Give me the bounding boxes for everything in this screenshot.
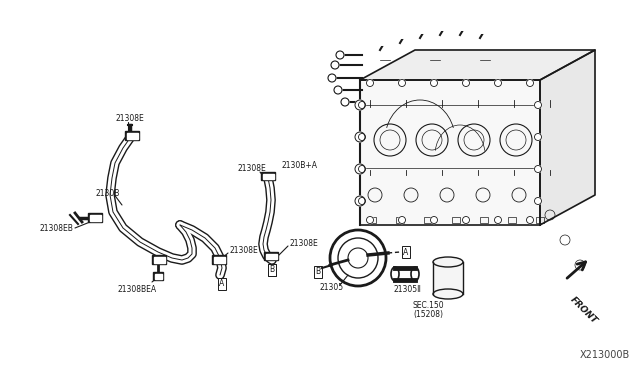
Circle shape bbox=[367, 217, 374, 224]
Circle shape bbox=[431, 217, 438, 224]
Circle shape bbox=[341, 98, 349, 106]
Bar bbox=[125, 131, 139, 140]
Text: 21308E: 21308E bbox=[290, 238, 319, 247]
Circle shape bbox=[431, 80, 438, 87]
Circle shape bbox=[355, 164, 365, 174]
Bar bbox=[214, 257, 225, 263]
Bar bbox=[433, 262, 463, 294]
Circle shape bbox=[463, 217, 470, 224]
Circle shape bbox=[355, 196, 365, 206]
Circle shape bbox=[399, 217, 406, 224]
Bar bbox=[397, 30, 405, 38]
Bar bbox=[457, 22, 465, 30]
Circle shape bbox=[463, 80, 470, 87]
Polygon shape bbox=[360, 50, 595, 80]
Bar bbox=[262, 173, 273, 179]
Text: X213000B: X213000B bbox=[580, 350, 630, 360]
Circle shape bbox=[334, 86, 342, 94]
Text: 21308EB: 21308EB bbox=[40, 224, 74, 232]
Circle shape bbox=[358, 134, 365, 141]
Bar bbox=[396, 217, 404, 223]
Text: FRONT: FRONT bbox=[568, 295, 598, 326]
Text: B: B bbox=[269, 266, 275, 275]
Text: A: A bbox=[403, 247, 408, 257]
Polygon shape bbox=[360, 80, 540, 225]
Text: (15208): (15208) bbox=[413, 310, 443, 318]
Bar bbox=[212, 255, 226, 264]
Circle shape bbox=[328, 74, 336, 82]
Circle shape bbox=[358, 166, 365, 173]
Bar bbox=[266, 253, 276, 259]
Circle shape bbox=[534, 134, 541, 141]
Text: 2130B: 2130B bbox=[95, 189, 120, 198]
Circle shape bbox=[336, 51, 344, 59]
Text: B: B bbox=[316, 267, 321, 276]
Bar bbox=[508, 217, 516, 223]
Circle shape bbox=[355, 100, 365, 110]
Text: 2130B+A: 2130B+A bbox=[282, 160, 318, 170]
Circle shape bbox=[331, 61, 339, 69]
Bar bbox=[477, 25, 485, 33]
Bar bbox=[424, 217, 432, 223]
Text: 21305: 21305 bbox=[320, 283, 344, 292]
Bar bbox=[152, 255, 166, 264]
Text: 21308E: 21308E bbox=[230, 246, 259, 254]
Bar bbox=[154, 273, 161, 279]
Bar bbox=[377, 37, 385, 45]
Circle shape bbox=[495, 217, 502, 224]
Text: 21308BEA: 21308BEA bbox=[118, 285, 157, 295]
Text: 21305Ⅱ: 21305Ⅱ bbox=[393, 285, 421, 295]
Ellipse shape bbox=[433, 257, 463, 267]
Bar bbox=[127, 132, 138, 138]
Bar bbox=[264, 252, 278, 260]
Text: B: B bbox=[269, 266, 275, 275]
Bar bbox=[536, 217, 544, 223]
Bar bbox=[88, 213, 102, 222]
Bar bbox=[153, 272, 163, 280]
Circle shape bbox=[527, 80, 534, 87]
Circle shape bbox=[534, 166, 541, 173]
Text: A: A bbox=[220, 279, 225, 289]
Bar bbox=[437, 22, 445, 30]
Bar bbox=[368, 217, 376, 223]
Bar bbox=[480, 217, 488, 223]
Ellipse shape bbox=[433, 289, 463, 299]
Bar bbox=[261, 172, 275, 180]
Bar bbox=[154, 257, 164, 263]
Circle shape bbox=[367, 80, 374, 87]
Text: SEC.150: SEC.150 bbox=[412, 301, 444, 310]
Circle shape bbox=[358, 198, 365, 205]
Circle shape bbox=[534, 198, 541, 205]
Text: 21308E: 21308E bbox=[238, 164, 267, 173]
Text: 21308E: 21308E bbox=[115, 113, 144, 122]
Circle shape bbox=[495, 80, 502, 87]
Circle shape bbox=[399, 80, 406, 87]
Bar bbox=[452, 217, 460, 223]
Polygon shape bbox=[540, 50, 595, 225]
Circle shape bbox=[534, 102, 541, 109]
Circle shape bbox=[358, 102, 365, 109]
Circle shape bbox=[527, 217, 534, 224]
Bar bbox=[417, 25, 425, 33]
Circle shape bbox=[355, 132, 365, 142]
Bar bbox=[90, 215, 100, 221]
